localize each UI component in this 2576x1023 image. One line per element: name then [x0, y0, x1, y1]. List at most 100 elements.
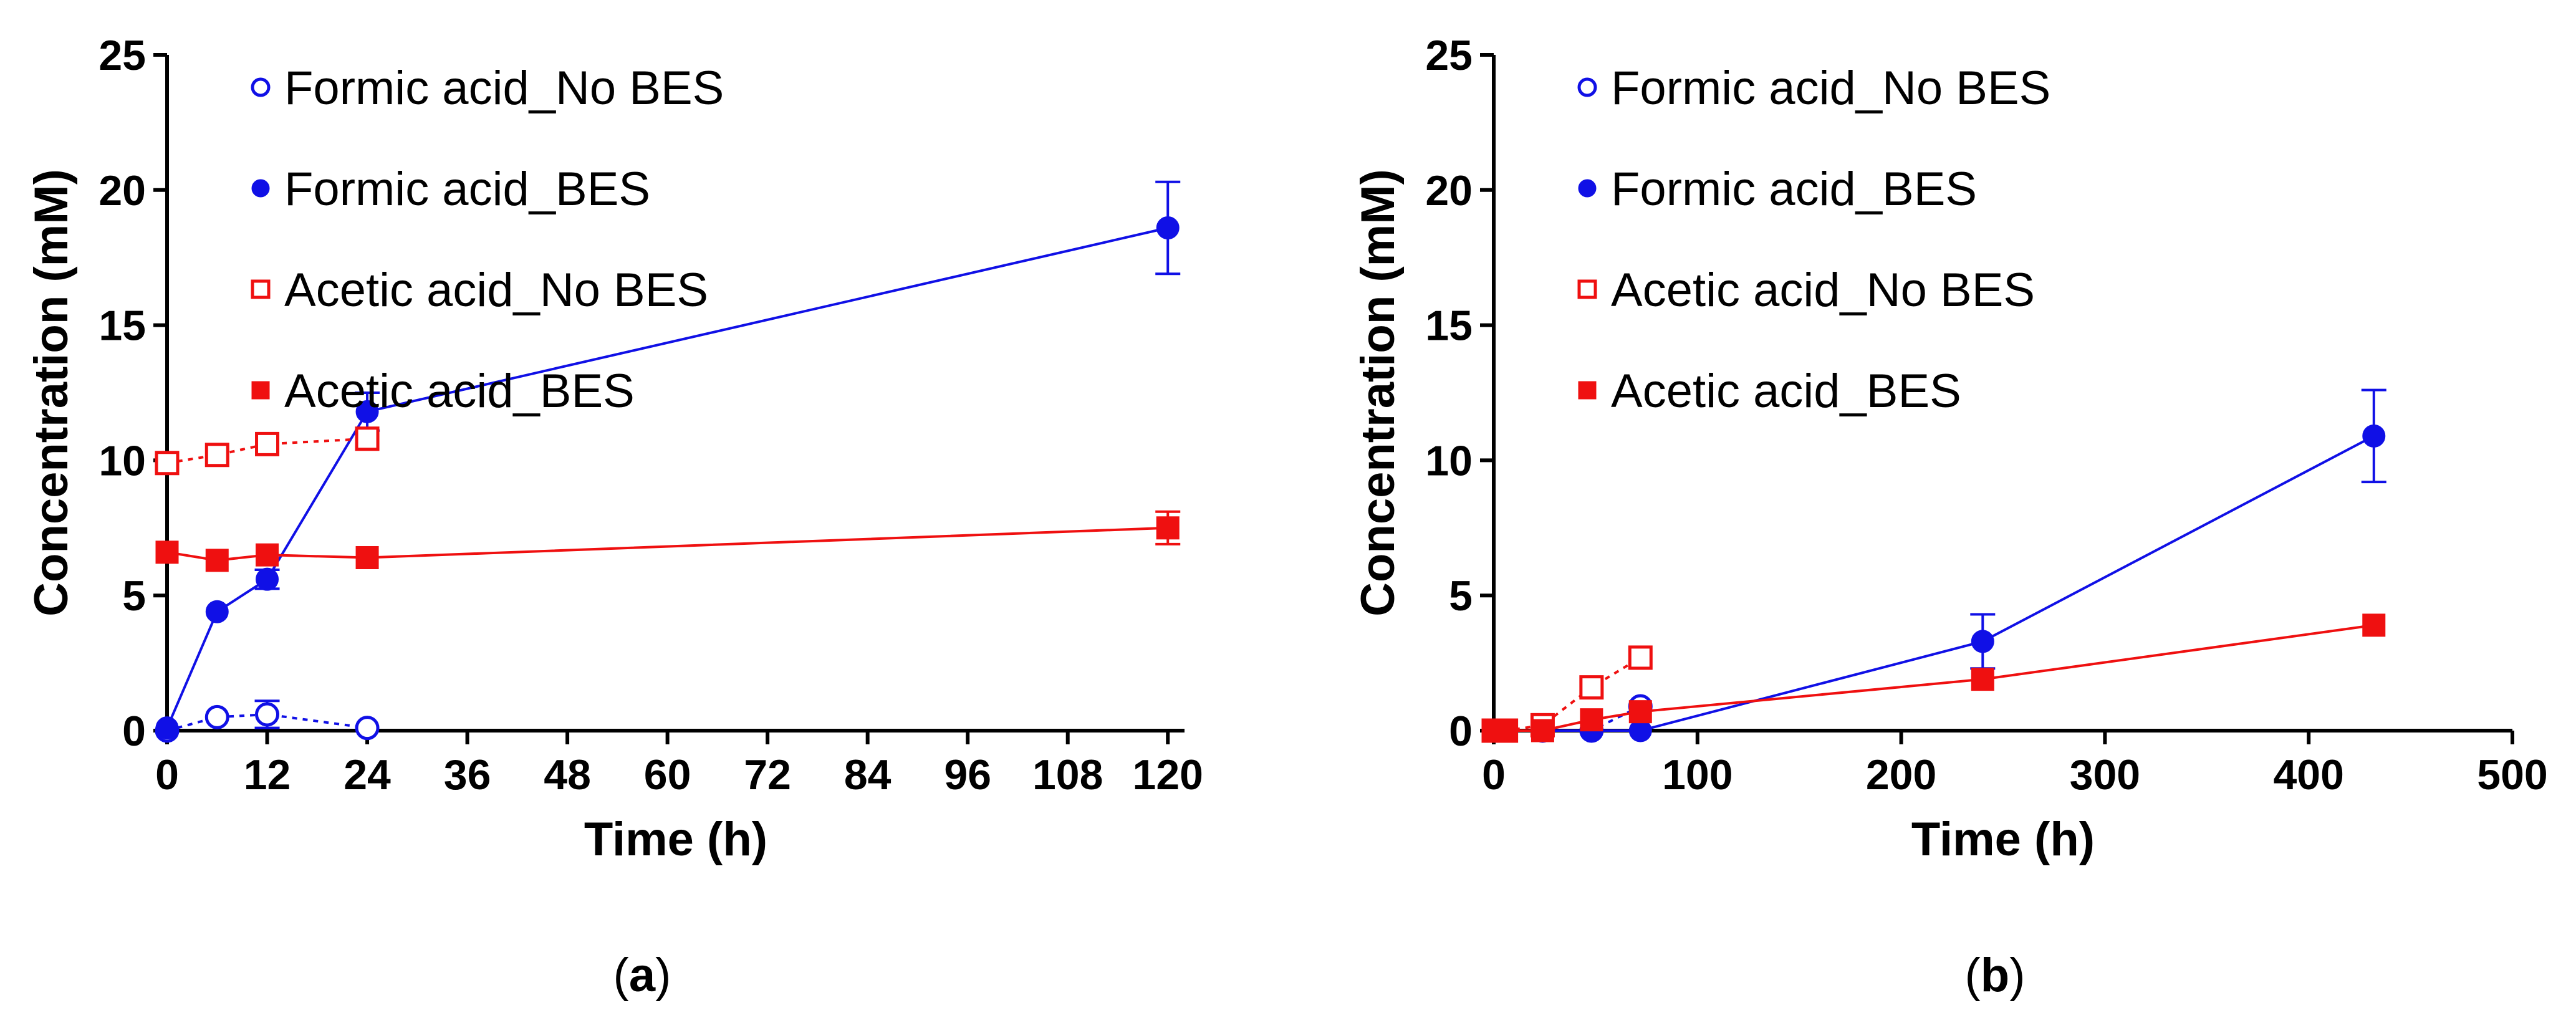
- data-point: [255, 431, 280, 456]
- y-tick-label: 25: [1425, 32, 1473, 79]
- x-tick-label: 60: [644, 751, 691, 799]
- y-tick-label: 10: [99, 437, 146, 484]
- legend-item: Acetic acid_No BES: [1577, 264, 2035, 317]
- x-tick-label: 200: [1866, 751, 1936, 799]
- legend-label: Acetic acid_BES: [284, 365, 635, 418]
- data-point: [1628, 645, 1653, 670]
- series-3: [155, 426, 380, 476]
- x-tick-label: 12: [244, 751, 291, 799]
- data-point: [204, 704, 229, 729]
- y-tick-label: 5: [122, 572, 146, 620]
- data-point: [1971, 668, 1994, 691]
- legend-item: Acetic acid_BES: [1578, 365, 1961, 418]
- data-point: [1156, 216, 1180, 240]
- series-4: [155, 510, 1181, 572]
- legend-item: Formic acid_BES: [251, 163, 650, 216]
- y-tick-label: 15: [99, 302, 146, 350]
- legend-label: Formic acid_BES: [1611, 163, 1977, 216]
- y-tick-label: 25: [99, 32, 146, 79]
- legend-marker: [251, 381, 270, 400]
- panel-label-open: (: [613, 949, 629, 1002]
- legend-marker: [251, 179, 270, 198]
- x-tick-label: 300: [2070, 751, 2140, 799]
- legend-marker: [251, 77, 271, 97]
- data-point: [355, 545, 379, 569]
- x-tick-label: 84: [844, 751, 892, 799]
- y-axis-title: Concentration (mM): [25, 169, 78, 617]
- panel-b: 0 5 10 15 20 25 0 100 200 300 400 500 Time (h) Concen…: [1352, 32, 2548, 1002]
- data-point: [1579, 675, 1604, 700]
- x-tick-label: 0: [1482, 751, 1506, 799]
- y-tick-label: 20: [99, 167, 146, 214]
- panel-label-letter: b: [1981, 949, 2009, 1002]
- x-tick-label: 36: [444, 751, 491, 799]
- panel-a: 0 5 10 15 20 25 0 12 24 36 48 60 72 84 96 108 120 Time (h…: [25, 32, 1203, 1002]
- series-1: [155, 699, 380, 743]
- data-point: [355, 716, 380, 741]
- data-point: [155, 540, 179, 564]
- series-4: [1482, 613, 2386, 742]
- legend-item: Formic acid_No BES: [251, 62, 724, 115]
- data-point: [355, 400, 379, 423]
- data-point: [256, 567, 279, 591]
- data-point: [355, 426, 380, 451]
- x-tick-label: 500: [2477, 751, 2547, 799]
- legend-marker: [251, 279, 271, 299]
- x-tick-label: 120: [1133, 751, 1203, 799]
- legend-item: Acetic acid_BES: [251, 365, 635, 418]
- y-tick-label: 10: [1425, 437, 1473, 484]
- x-tick-label: 24: [344, 751, 391, 799]
- panel-label-letter: a: [629, 949, 656, 1002]
- legend-label: Acetic acid_No BES: [1611, 264, 2035, 317]
- x-tick-label: 72: [744, 751, 791, 799]
- data-point: [255, 702, 280, 727]
- data-point: [155, 716, 179, 740]
- panel-label-close: ): [2009, 949, 2025, 1002]
- legend-marker: [1578, 179, 1597, 198]
- legend-label: Acetic acid_No BES: [284, 264, 708, 317]
- legend-marker: [1578, 381, 1597, 400]
- legend: Formic acid_No BES Formic acid_BES Acetic …: [251, 62, 724, 418]
- data-point: [1156, 516, 1180, 540]
- panel-label-open: (: [1964, 949, 1980, 1002]
- legend-label: Formic acid_BES: [284, 163, 650, 216]
- x-tick-label: 48: [544, 751, 591, 799]
- panel-label: (a): [613, 949, 671, 1002]
- legend-label: Formic acid_No BES: [284, 62, 724, 115]
- x-tick-label: 96: [944, 751, 991, 799]
- panel-label: (b): [1964, 949, 2025, 1002]
- data-point: [205, 600, 229, 623]
- data-point: [1971, 630, 1994, 653]
- x-axis-title: Time (h): [584, 813, 767, 866]
- legend: Formic acid_No BES Formic acid_BES Acetic …: [1577, 62, 2050, 418]
- data-point: [256, 543, 279, 567]
- data-point: [204, 443, 229, 468]
- series-line: [166, 713, 368, 732]
- y-tick-label: 0: [122, 708, 146, 755]
- y-tick-label: 0: [1449, 708, 1473, 755]
- data-point: [1580, 708, 1603, 732]
- y-tick-label: 5: [1449, 572, 1473, 620]
- y-axis-title: Concentration (mM): [1352, 169, 1405, 617]
- x-tick-label: 100: [1662, 751, 1733, 799]
- data-point: [2362, 424, 2386, 448]
- x-tick-label: 400: [2273, 751, 2343, 799]
- legend-item: Acetic acid_No BES: [251, 264, 708, 317]
- panel-label-close: ): [655, 949, 671, 1002]
- data-point: [1494, 719, 1518, 742]
- x-tick-label: 108: [1032, 751, 1103, 799]
- series-2: [155, 180, 1181, 740]
- y-tick-label: 20: [1425, 167, 1473, 214]
- legend-marker: [1577, 279, 1597, 299]
- data-point: [1628, 700, 1652, 724]
- data-point: [155, 451, 180, 476]
- series-line: [166, 437, 368, 464]
- x-tick-label: 0: [155, 751, 179, 799]
- legend-label: Acetic acid_BES: [1611, 365, 1961, 418]
- legend-label: Formic acid_No BES: [1611, 62, 2050, 115]
- x-axis-title: Time (h): [1911, 813, 2095, 866]
- y-tick-label: 15: [1425, 302, 1473, 350]
